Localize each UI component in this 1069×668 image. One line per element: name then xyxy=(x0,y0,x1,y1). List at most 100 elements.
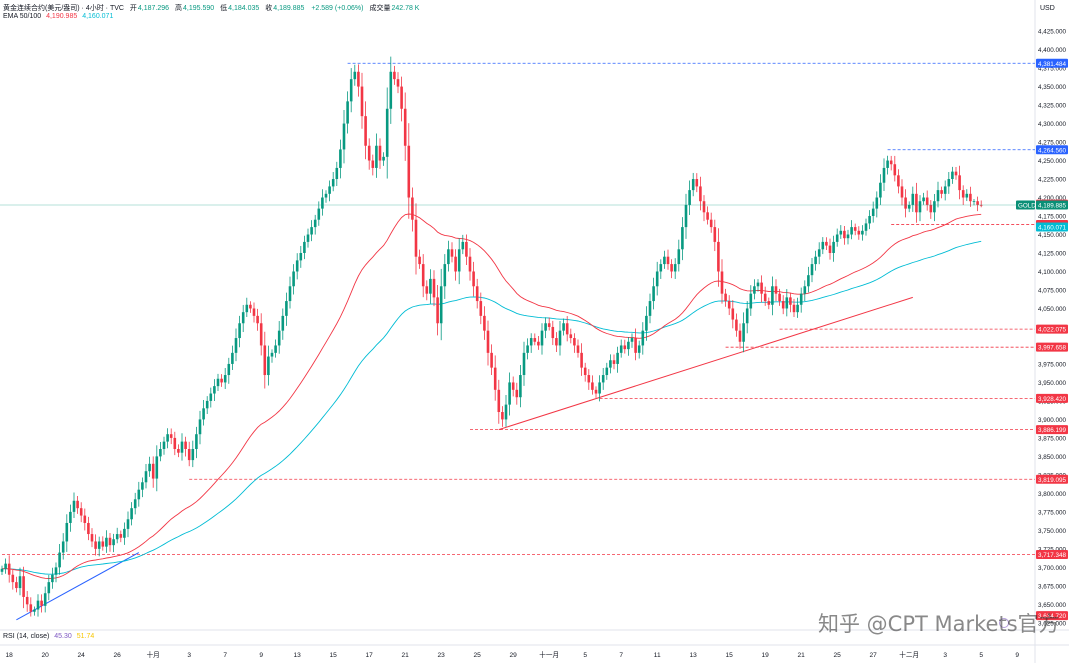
candle-body xyxy=(551,326,555,339)
candle-body xyxy=(177,449,180,453)
candle-body xyxy=(706,212,709,220)
symbol-title[interactable]: 黄金连续合约(美元/盎司) · 4小时 · TVC xyxy=(3,5,124,12)
candle-body xyxy=(850,227,853,235)
candle-body xyxy=(569,334,573,339)
candle-body xyxy=(238,323,241,339)
price-badge-label: 4,189.885 xyxy=(1038,202,1067,209)
candle-body xyxy=(133,499,137,509)
currency-label[interactable]: USD xyxy=(1040,5,1055,12)
candle-body xyxy=(339,149,342,168)
time-tick-label: 十一月 xyxy=(539,650,559,659)
candle-body xyxy=(522,352,526,376)
candle-body xyxy=(317,208,321,220)
candle-body xyxy=(907,204,911,209)
candle-body xyxy=(249,304,252,309)
candle-body xyxy=(828,245,832,253)
candle-body xyxy=(659,264,663,272)
high-label: 高 xyxy=(175,5,183,12)
candle-body xyxy=(533,338,537,342)
candle-body xyxy=(141,482,144,490)
candle-body xyxy=(378,145,382,161)
candle-body xyxy=(220,378,223,383)
candle-body xyxy=(126,519,130,529)
candle-body xyxy=(288,286,292,302)
candle-body xyxy=(778,293,781,302)
time-tick-label: 20 xyxy=(42,652,50,659)
candle-body xyxy=(457,249,461,272)
candle-body xyxy=(717,241,720,272)
symbol-info-line: 黄金连续合约(美元/盎司) · 4小时 · TVC 开4,187.296 高4,… xyxy=(3,3,423,13)
candle-body xyxy=(418,256,421,265)
candle-body xyxy=(180,441,184,453)
candle-body xyxy=(889,160,893,165)
candle-body xyxy=(468,256,472,272)
candle-body xyxy=(864,223,868,231)
candle-body xyxy=(202,408,205,420)
time-tick-label: 25 xyxy=(834,652,842,659)
candle-body xyxy=(360,86,364,117)
candle-body xyxy=(832,241,835,253)
candle-body xyxy=(979,204,983,206)
candle-body xyxy=(155,456,159,479)
candle-body xyxy=(684,204,688,228)
candle-body xyxy=(227,363,231,376)
price-tick-label: 4,425.000 xyxy=(1038,29,1067,36)
price-tick-label: 3,625.000 xyxy=(1038,620,1067,627)
candle-body xyxy=(951,171,954,180)
candle-body xyxy=(285,301,288,316)
candle-body xyxy=(803,286,807,294)
candle-body xyxy=(346,101,349,124)
price-badge xyxy=(1036,611,1068,621)
candle-body xyxy=(267,356,270,376)
ema-indicator-line[interactable]: EMA 50/100 4,190.985 4,160.071 xyxy=(3,13,113,20)
candle-body xyxy=(400,86,403,109)
candle-body xyxy=(411,197,414,220)
candle-body xyxy=(735,319,738,331)
candle-body xyxy=(295,260,299,272)
candle-body xyxy=(342,123,346,150)
candle-body xyxy=(663,256,666,265)
rsi-indicator-line[interactable]: RSI (14, close) 45.30 51.74 xyxy=(3,633,94,640)
candle-body xyxy=(720,271,724,294)
candle-body xyxy=(353,71,357,80)
symbol-badge-label: GOLD xyxy=(1018,202,1036,209)
candle-body xyxy=(396,79,400,87)
candle-body xyxy=(281,315,285,331)
high-value: 4,195.590 xyxy=(183,5,215,12)
time-tick-label: 17 xyxy=(366,652,374,659)
candle-body xyxy=(216,378,220,387)
price-tick-label: 4,250.000 xyxy=(1038,158,1067,165)
candle-body xyxy=(792,304,796,313)
candle-body xyxy=(695,179,699,187)
candle-body xyxy=(382,156,385,161)
candle-body xyxy=(771,286,774,305)
candle-body xyxy=(36,600,40,610)
candle-body xyxy=(609,360,612,368)
price-badge-label: 3,717.348 xyxy=(1038,552,1067,559)
candle-body xyxy=(562,323,565,331)
candle-body xyxy=(886,160,889,168)
candle-body xyxy=(87,522,90,535)
candle-body xyxy=(940,190,943,194)
candle-body xyxy=(544,323,547,331)
candle-body xyxy=(209,393,213,401)
candle-body xyxy=(933,201,936,213)
candle-body xyxy=(713,227,717,242)
candle-body xyxy=(195,434,198,450)
candle-body xyxy=(231,352,234,364)
time-tick-label: 13 xyxy=(690,652,698,659)
candle-body xyxy=(407,145,411,198)
candle-body xyxy=(504,404,508,420)
candle-body xyxy=(7,563,11,575)
volume-label: 成交量 xyxy=(369,5,391,12)
candle-body xyxy=(385,108,389,157)
symbol-badge xyxy=(1016,200,1035,210)
change-value: +2.589 (+0.06%) xyxy=(311,5,364,12)
candle-body xyxy=(324,193,328,198)
time-tick-label: 3 xyxy=(187,652,191,659)
rsi-ma-value: 51.74 xyxy=(76,633,95,640)
candle-body xyxy=(882,167,886,183)
candle-body xyxy=(447,249,450,265)
